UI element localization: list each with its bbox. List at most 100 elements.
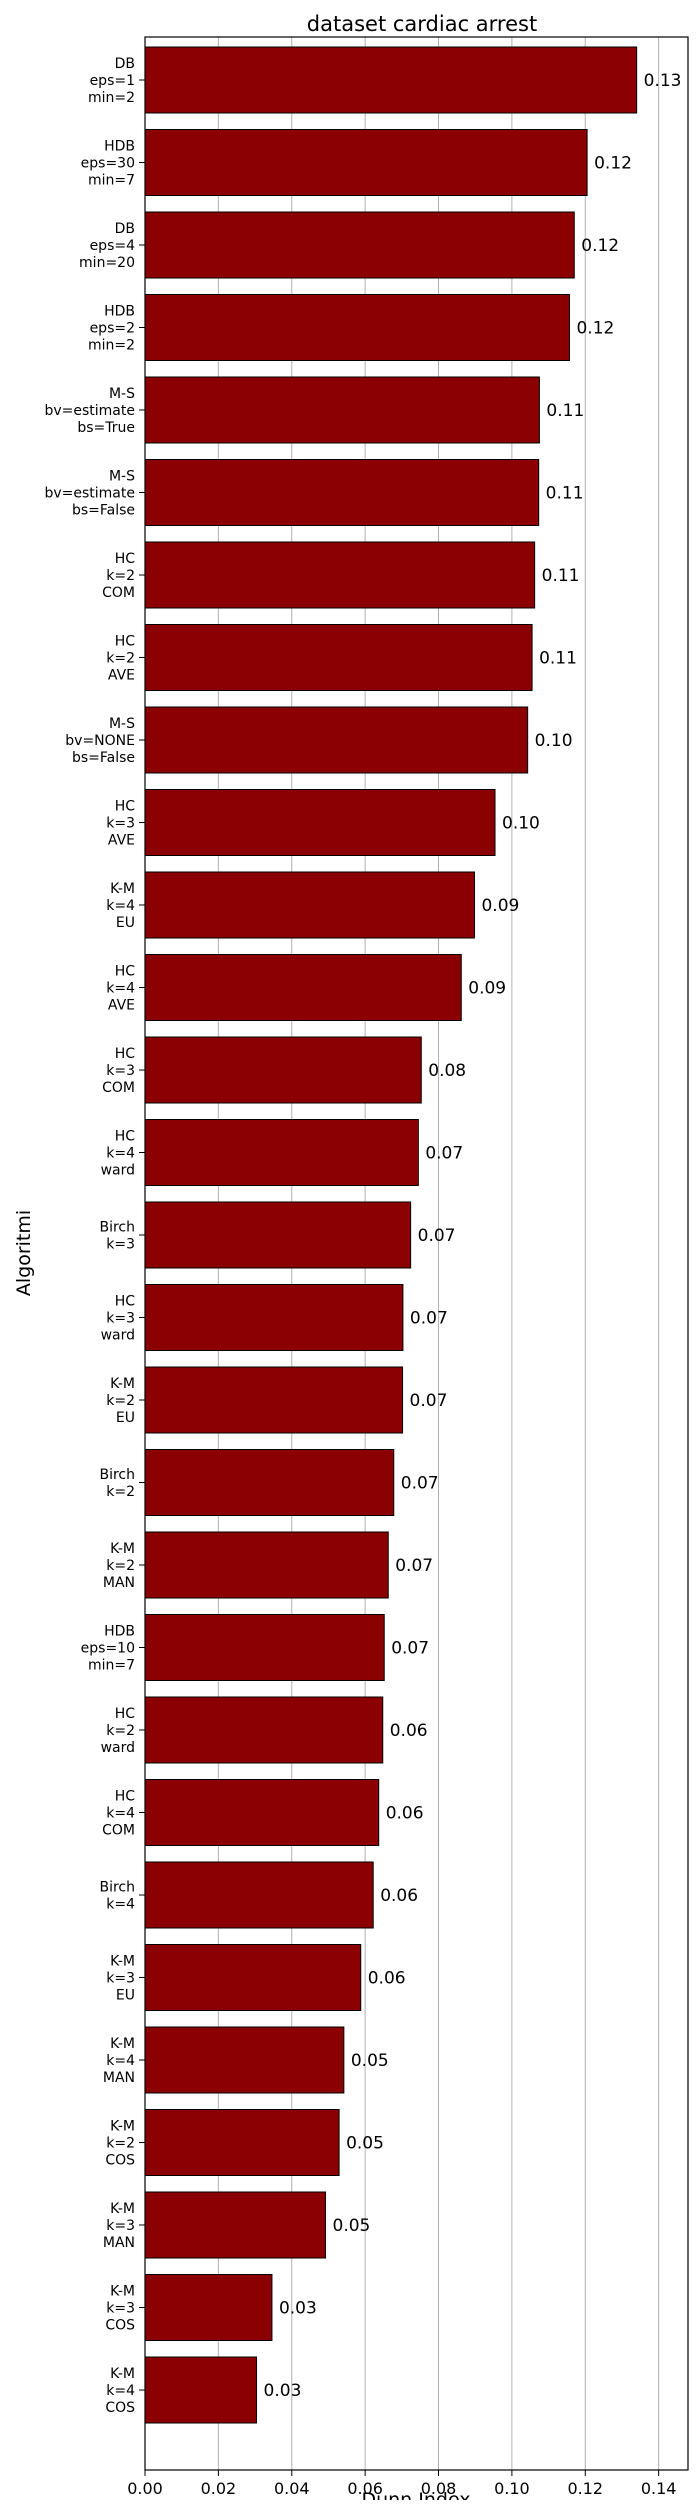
bar [144, 2191, 327, 2259]
bar [144, 1036, 422, 1104]
y-tick-label: k=4 [106, 2053, 135, 2069]
bar-value-label: 0.07 [410, 1391, 448, 1411]
y-tick-label: eps=1 [90, 73, 135, 89]
bar [144, 376, 540, 444]
bar [144, 1284, 404, 1351]
y-tick-label: k=2 [106, 568, 135, 584]
y-tick-label: COM [102, 1823, 135, 1839]
bar-value-label: 0.08 [428, 1061, 466, 1081]
y-tick-label: K-M [110, 2119, 135, 2135]
y-tick-label: COM [102, 585, 135, 601]
y-tick-label: COS [105, 2318, 135, 2334]
y-tick-label: M-S [109, 716, 135, 732]
bar [144, 1614, 385, 1681]
y-tick-label: M-S [109, 469, 135, 485]
x-tick-label: 0.04 [274, 2479, 310, 2498]
y-tick-label: k=2 [106, 1558, 135, 1574]
bar-value-label: 0.07 [401, 1474, 439, 1494]
y-tick-label: k=3 [106, 1237, 135, 1253]
y-tick-label: MAN [103, 2070, 135, 2086]
bar [144, 2274, 273, 2341]
bar [144, 129, 588, 196]
bar [144, 459, 540, 526]
bar [144, 789, 496, 856]
y-tick-label: HC [115, 964, 136, 980]
y-tick-label: k=3 [106, 1063, 135, 1079]
bar-value-label: 0.09 [468, 979, 506, 999]
bar-value-label: 0.12 [594, 154, 632, 174]
bar-value-label: 0.03 [264, 2381, 302, 2401]
y-tick-label: DB [115, 56, 135, 72]
y-tick-label: k=2 [106, 1393, 135, 1409]
y-tick-label: min=7 [88, 1658, 135, 1674]
y-tick-label: ward [101, 1740, 135, 1756]
bar-value-label: 0.12 [576, 319, 614, 339]
x-tick-label: 0.14 [641, 2479, 677, 2498]
y-tick-label: k=2 [106, 651, 135, 667]
bar [144, 46, 638, 114]
bar-value-label: 0.11 [546, 484, 584, 504]
y-tick-label: EU [116, 915, 135, 931]
y-tick-label: ward [101, 1328, 135, 1344]
y-tick-label: k=4 [106, 1146, 135, 1162]
y-tick-label: K-M [110, 2284, 135, 2300]
bar-value-label: 0.09 [481, 896, 519, 916]
y-tick-label: HC [115, 1046, 136, 1062]
bar-value-label: 0.06 [380, 1886, 418, 1906]
y-tick-label: ward [101, 1163, 135, 1179]
x-tick-label: 0.10 [494, 2479, 530, 2498]
bar [144, 1531, 389, 1599]
y-tick-label: DB [115, 221, 135, 237]
y-tick-label: AVE [108, 998, 135, 1014]
y-tick-label: eps=10 [81, 1641, 135, 1657]
y-tick-label: k=4 [106, 2383, 135, 2399]
bar [144, 871, 475, 939]
bar-value-label: 0.11 [542, 566, 580, 586]
bar [144, 1779, 380, 1846]
y-tick-label: eps=4 [90, 238, 136, 254]
y-tick-label: k=4 [106, 981, 135, 997]
bar-value-label: 0.05 [333, 2216, 371, 2236]
bar-value-label: 0.10 [502, 814, 540, 834]
y-tick-label: EU [116, 1410, 135, 1426]
y-tick-label: MAN [103, 2235, 135, 2251]
bar [144, 1944, 362, 2011]
y-tick-label: bs=True [77, 420, 135, 436]
bar [144, 1861, 374, 1929]
y-tick-labels: DBeps=1min=2HDBeps=30min=7DBeps=4min=20H… [44, 56, 145, 2416]
bar [144, 2109, 340, 2176]
y-tick-label: bs=False [72, 503, 135, 519]
y-tick-label: HC [115, 1294, 136, 1310]
y-axis-label: Algoritmi [13, 1210, 35, 1296]
bar [144, 1366, 404, 1434]
y-tick-label: k=2 [106, 2136, 135, 2152]
y-tick-label: k=4 [106, 1806, 135, 1822]
y-tick-label: HDB [104, 304, 135, 320]
y-tick-label: HDB [104, 1624, 135, 1640]
x-tick-label: 0.12 [567, 2479, 603, 2498]
y-tick-label: K-M [110, 881, 135, 897]
bar-value-label: 0.07 [425, 1144, 463, 1164]
y-tick-label: k=3 [106, 1311, 135, 1327]
y-tick-label: k=3 [106, 816, 135, 832]
x-tick-labels: 0.00 0.02 0.04 0.06 0.08 0.10 0.12 0.14 [127, 2470, 676, 2498]
x-axis-label: Dunn Index [361, 2489, 470, 2500]
y-tick-label: min=2 [88, 338, 135, 354]
y-tick-label: HC [115, 551, 136, 567]
bar-value-label: 0.10 [535, 731, 573, 751]
y-tick-label: K-M [110, 2201, 135, 2217]
y-tick-label: bv=estimate [44, 403, 135, 419]
value-labels: 0.13 0.12 0.12 0.12 0.11 0.11 0.11 0.11 0.10 0.10… [264, 71, 682, 2401]
bar [144, 1449, 395, 1516]
y-tick-label: bv=NONE [65, 733, 135, 749]
bar-value-label: 0.05 [351, 2051, 389, 2071]
y-tick-label: HC [115, 799, 136, 815]
y-tick-label: HC [115, 1706, 136, 1722]
y-tick-label: K-M [110, 1954, 135, 1970]
bar-value-label: 0.03 [279, 2299, 317, 2319]
y-tick-label: k=2 [106, 1723, 135, 1739]
bar-value-label: 0.11 [539, 649, 577, 669]
y-tick-label: min=2 [88, 90, 135, 106]
